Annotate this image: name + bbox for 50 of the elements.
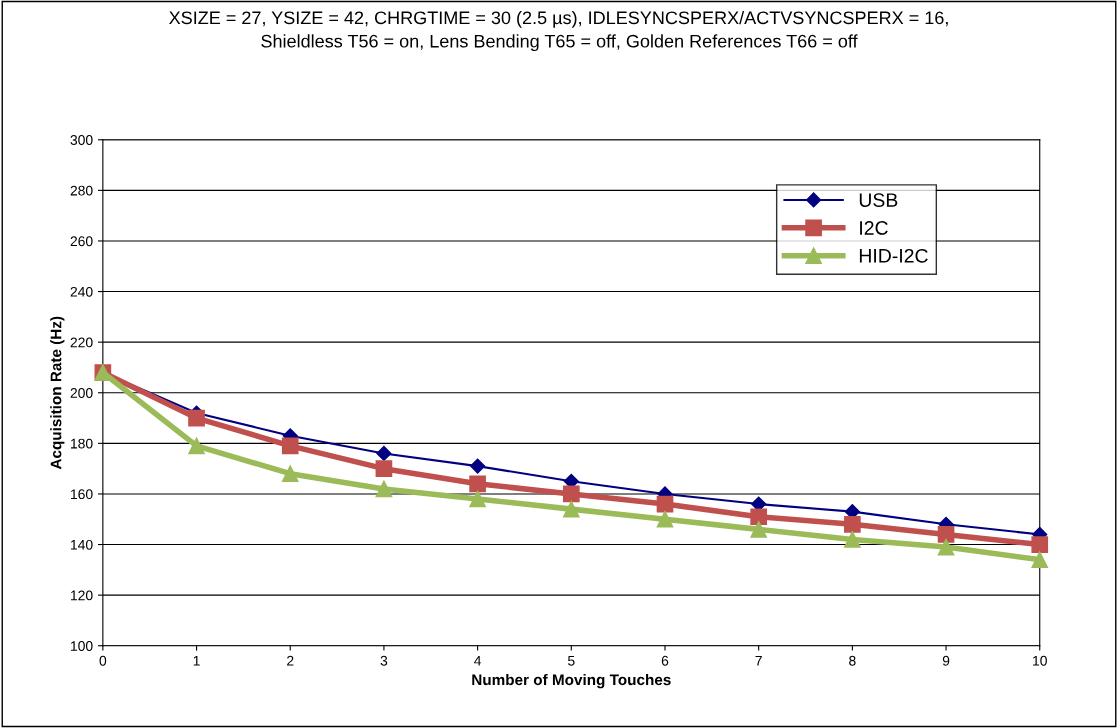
- x-tick-label: 1: [193, 655, 200, 666]
- x-tick-label: 7: [755, 655, 762, 666]
- point: [281, 437, 299, 455]
- point: [656, 495, 674, 513]
- x-tick-label: 10: [1033, 655, 1047, 666]
- legend-label: USB: [859, 193, 898, 207]
- y-tick-label: 220: [70, 337, 93, 348]
- y-tick-label: 180: [71, 438, 93, 449]
- x-tick-label: 8: [849, 655, 856, 666]
- point: [470, 458, 486, 474]
- legend-label: HID-I2C: [859, 248, 928, 263]
- point: [562, 485, 580, 503]
- y-axis-title: Acquisition Rate (Hz): [50, 316, 65, 470]
- y-tick-label: 260: [70, 236, 93, 247]
- point: [188, 437, 205, 455]
- point: [469, 475, 486, 493]
- y-tick-label: 280: [70, 185, 93, 196]
- y-tick-label: 300: [70, 135, 93, 145]
- x-tick-label: 0: [99, 655, 107, 666]
- y-tick-label: 240: [70, 286, 93, 297]
- y-tick-label: 160: [71, 489, 93, 500]
- x-tick-label: 9: [942, 655, 950, 666]
- y-tick-label: 120: [71, 590, 93, 601]
- x-axis-title: Number of Moving Touches: [472, 673, 671, 689]
- point: [750, 508, 768, 526]
- point: [562, 500, 580, 518]
- point: [375, 480, 393, 498]
- legend-label: I2C: [860, 221, 888, 235]
- x-tick-label: 3: [380, 655, 388, 666]
- point: [937, 526, 955, 543]
- x-tick-label: 4: [474, 655, 482, 666]
- point: [1031, 536, 1049, 553]
- point: [656, 510, 674, 528]
- x-tick-label: 6: [661, 655, 669, 666]
- point: [469, 490, 486, 508]
- point: [844, 515, 861, 533]
- point: [750, 521, 768, 538]
- y-tick-label: 200: [70, 388, 93, 398]
- x-tick-label: 5: [567, 655, 575, 666]
- point: [375, 460, 393, 477]
- point: [281, 465, 299, 483]
- point: [376, 445, 392, 462]
- x-tick-label: 2: [287, 655, 294, 666]
- point: [844, 531, 861, 548]
- y-tick-label: 140: [71, 539, 93, 550]
- point: [937, 538, 955, 556]
- point: [188, 409, 205, 427]
- chart-title: XSIZE = 27, YSIZE = 42, CHRGTIME = 30 (2.5 µs), IDLESYNCSPERX/ACTVSYNCSPERX = 16, Shieldless T56 = on, Lens Bending T65 = off, Golden References T66 = off: [169, 10, 948, 52]
- point: [1031, 551, 1049, 569]
- y-tick-label: 100: [71, 641, 93, 651]
